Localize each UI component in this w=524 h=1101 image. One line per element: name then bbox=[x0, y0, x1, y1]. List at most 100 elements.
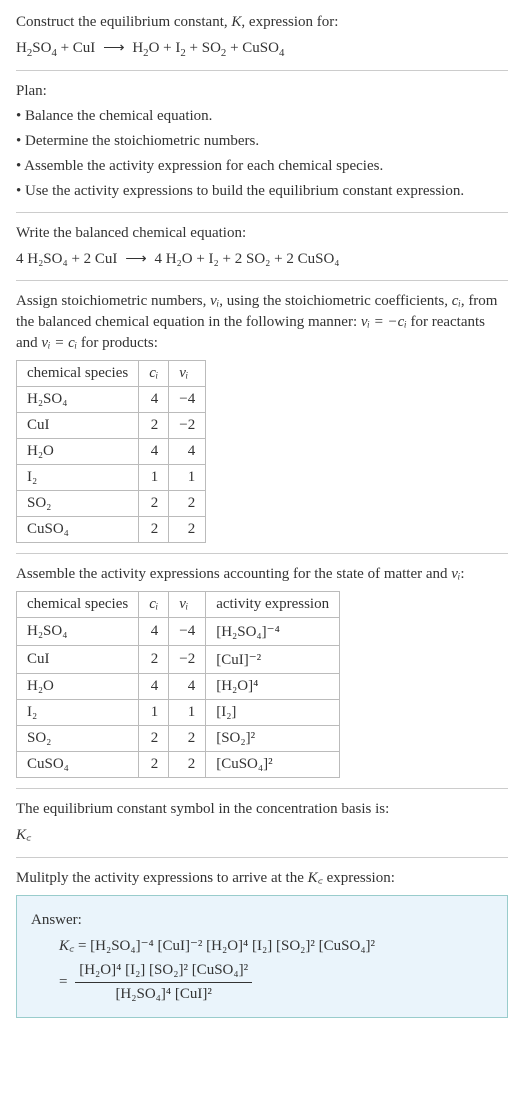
unbalanced-equation: H2SO4 + CuI ⟶ H2O + I2 + SO2 + CuSO4 bbox=[16, 37, 508, 60]
cell-ci: 4 bbox=[139, 387, 169, 413]
cell-species: I₂ bbox=[17, 465, 139, 491]
col-species: chemical species bbox=[17, 592, 139, 618]
stoich-e: for products: bbox=[77, 335, 158, 351]
plan-bullet: • Balance the chemical equation. bbox=[16, 106, 508, 127]
cell-ci: 2 bbox=[139, 491, 169, 517]
cell-ci: 4 bbox=[139, 439, 169, 465]
col-ci: cᵢ bbox=[139, 592, 169, 618]
cell-ci: 2 bbox=[139, 517, 169, 543]
cell-species: H₂SO₄ bbox=[17, 387, 139, 413]
answer-line2: = [H₂O]⁴ [I₂] [SO₂]² [CuSO₄]² [H₂SO₄]⁴ [… bbox=[59, 959, 493, 1005]
prompt-text-b: , expression for: bbox=[241, 14, 338, 30]
table-row: SO₂22 bbox=[17, 491, 206, 517]
divider bbox=[16, 788, 508, 789]
plan-bullet: • Determine the stoichiometric numbers. bbox=[16, 131, 508, 152]
table-header-row: chemical species cᵢ νᵢ bbox=[17, 361, 206, 387]
stoich-table: chemical species cᵢ νᵢ H₂SO₄4−4 CuI2−2 H… bbox=[16, 360, 206, 543]
cell-ci: 1 bbox=[139, 465, 169, 491]
divider bbox=[16, 212, 508, 213]
plan-title: Plan: bbox=[16, 81, 508, 102]
stoich-nu: νᵢ bbox=[210, 293, 219, 309]
arrow-icon: ⟶ bbox=[121, 251, 151, 267]
col-ci: cᵢ bbox=[139, 361, 169, 387]
prompt-K: K bbox=[231, 14, 241, 30]
assemble-text: Assemble the activity expressions accoun… bbox=[16, 564, 508, 585]
cell-activity: [H₂SO₄]⁻⁴ bbox=[206, 618, 340, 646]
cell-activity: [CuSO₄]² bbox=[206, 752, 340, 778]
col-nu: νᵢ bbox=[169, 592, 206, 618]
plan-bullet: • Assemble the activity expression for e… bbox=[16, 156, 508, 177]
cell-activity: [CuI]⁻² bbox=[206, 646, 340, 674]
fraction-numerator: [H₂O]⁴ [I₂] [SO₂]² [CuSO₄]² bbox=[75, 959, 252, 982]
answer-eq2-pre: = bbox=[59, 971, 67, 994]
divider bbox=[16, 857, 508, 858]
answer-kc: K꜀ bbox=[59, 938, 74, 954]
divider bbox=[16, 553, 508, 554]
cell-nu: −4 bbox=[169, 387, 206, 413]
table-row: CuSO₄22[CuSO₄]² bbox=[17, 752, 340, 778]
stoich-rel1: νᵢ = −cᵢ bbox=[361, 314, 407, 330]
cell-ci: 2 bbox=[139, 646, 169, 674]
table-row: H₂O44 bbox=[17, 439, 206, 465]
cell-ci: 4 bbox=[139, 674, 169, 700]
cell-ci: 2 bbox=[139, 752, 169, 778]
cell-nu: 1 bbox=[169, 465, 206, 491]
balanced-intro: Write the balanced chemical equation: bbox=[16, 223, 508, 244]
table-row: CuI2−2 bbox=[17, 413, 206, 439]
cell-ci: 2 bbox=[139, 726, 169, 752]
cell-nu: 4 bbox=[169, 439, 206, 465]
ci-label: cᵢ bbox=[149, 596, 158, 612]
assemble-b: : bbox=[460, 566, 464, 582]
activity-table: chemical species cᵢ νᵢ activity expressi… bbox=[16, 591, 340, 778]
cell-nu: 4 bbox=[169, 674, 206, 700]
ci-label: cᵢ bbox=[149, 365, 158, 381]
arrow-icon: ⟶ bbox=[99, 40, 129, 56]
balanced-rhs: 4 H₂O + I₂ + 2 SO₂ + 2 CuSO₄ bbox=[154, 251, 339, 267]
cell-species: I₂ bbox=[17, 700, 139, 726]
answer-fraction: [H₂O]⁴ [I₂] [SO₂]² [CuSO₄]² [H₂SO₄]⁴ [Cu… bbox=[75, 959, 252, 1005]
cell-species: H₂SO₄ bbox=[17, 618, 139, 646]
cell-nu: −4 bbox=[169, 618, 206, 646]
stoich-text: Assign stoichiometric numbers, νᵢ, using… bbox=[16, 291, 508, 354]
stoich-a: Assign stoichiometric numbers, bbox=[16, 293, 210, 309]
multiply-line: Mulitply the activity expressions to arr… bbox=[16, 868, 508, 889]
cell-activity: [SO₂]² bbox=[206, 726, 340, 752]
table-row: CuSO₄22 bbox=[17, 517, 206, 543]
cell-species: H₂O bbox=[17, 674, 139, 700]
cell-nu: 2 bbox=[169, 491, 206, 517]
table-row: I₂11[I₂] bbox=[17, 700, 340, 726]
cell-species: CuI bbox=[17, 646, 139, 674]
symbol-line: The equilibrium constant symbol in the c… bbox=[16, 799, 508, 820]
cell-nu: 2 bbox=[169, 517, 206, 543]
stoich-b: , using the stoichiometric coefficients, bbox=[219, 293, 452, 309]
col-species: chemical species bbox=[17, 361, 139, 387]
table-row: I₂11 bbox=[17, 465, 206, 491]
cell-species: CuSO₄ bbox=[17, 517, 139, 543]
cell-species: CuI bbox=[17, 413, 139, 439]
cell-ci: 4 bbox=[139, 618, 169, 646]
divider bbox=[16, 70, 508, 71]
cell-nu: 2 bbox=[169, 752, 206, 778]
table-row: H₂SO₄4−4[H₂SO₄]⁻⁴ bbox=[17, 618, 340, 646]
fraction-denominator: [H₂SO₄]⁴ [CuI]² bbox=[75, 982, 252, 1006]
table-row: H₂O44[H₂O]⁴ bbox=[17, 674, 340, 700]
cell-nu: −2 bbox=[169, 646, 206, 674]
cell-species: SO₂ bbox=[17, 491, 139, 517]
cell-nu: 1 bbox=[169, 700, 206, 726]
table-row: CuI2−2[CuI]⁻² bbox=[17, 646, 340, 674]
cell-ci: 2 bbox=[139, 413, 169, 439]
kc-italic: K꜀ bbox=[16, 827, 31, 843]
nu-label: νᵢ bbox=[179, 365, 188, 381]
cell-nu: −2 bbox=[169, 413, 206, 439]
assemble-a: Assemble the activity expressions accoun… bbox=[16, 566, 451, 582]
cell-nu: 2 bbox=[169, 726, 206, 752]
cell-species: H₂O bbox=[17, 439, 139, 465]
col-activity: activity expression bbox=[206, 592, 340, 618]
prompt-text-a: Construct the equilibrium constant, bbox=[16, 14, 231, 30]
nu-label: νᵢ bbox=[179, 596, 188, 612]
answer-formula: K꜀ = [H₂SO₄]⁻⁴ [CuI]⁻² [H₂O]⁴ [I₂] [SO₂]… bbox=[59, 935, 493, 1006]
mult-kc: K꜀ bbox=[308, 870, 323, 886]
assemble-nu: νᵢ bbox=[451, 566, 460, 582]
cell-activity: [H₂O]⁴ bbox=[206, 674, 340, 700]
kc-symbol: K꜀ bbox=[16, 824, 508, 847]
